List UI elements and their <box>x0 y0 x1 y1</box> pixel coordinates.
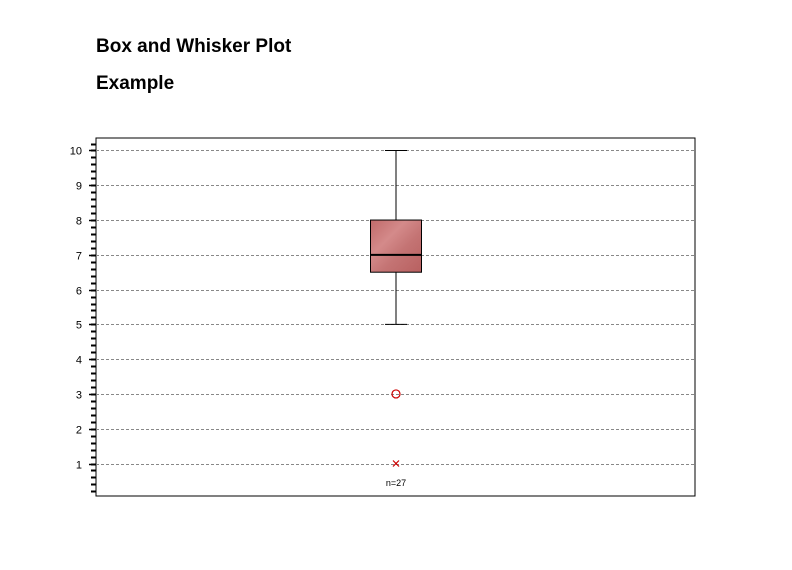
y-tick-label: 6 <box>76 286 82 298</box>
sample-size-label: n=27 <box>386 478 406 488</box>
y-tick-label: 4 <box>76 355 82 367</box>
y-tick-label: 2 <box>76 425 82 437</box>
y-tick-label: 9 <box>76 181 82 193</box>
outlier-point <box>391 389 401 399</box>
chart-subtitle: Example <box>96 73 175 94</box>
extreme-point <box>392 460 400 467</box>
y-tick-label: 8 <box>76 216 82 228</box>
y-tick-label: 1 <box>76 460 82 472</box>
y-tick-label: 5 <box>76 320 82 332</box>
y-tick-label: 10 <box>70 146 82 158</box>
iqr-box <box>370 219 422 273</box>
y-tick-label: 7 <box>76 251 82 263</box>
chart-title: Box and Whisker Plot <box>96 36 292 57</box>
y-tick-label: 3 <box>76 390 82 402</box>
